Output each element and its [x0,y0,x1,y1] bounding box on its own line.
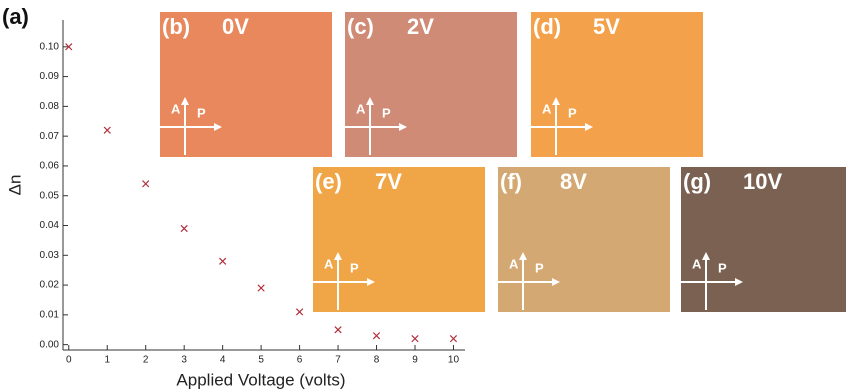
inset-voltage: 8V [560,169,587,194]
point [295,308,304,316]
x-tick-label: 4 [220,355,226,366]
inset-voltage: 10V [743,169,782,194]
inset-label: (g) [683,169,711,194]
polarizer-label: P [197,105,206,120]
y-tick-label: 0.06 [40,161,60,172]
polarizer-head [552,278,560,286]
polarizer-label: P [718,260,727,275]
x-tick-label: 3 [181,355,187,366]
polarizer-label: P [535,260,544,275]
polarizer-head [399,123,407,131]
point [103,126,111,134]
polarizer-label: P [382,105,391,120]
point [411,335,419,343]
y-tick-label: 0.08 [40,101,60,112]
point [65,43,73,51]
analyzer-head [519,252,527,260]
polarizer-head [735,278,743,286]
inset-label: (f) [500,169,522,194]
analyzer-head [552,97,560,105]
x-tick-label: 1 [104,355,110,366]
y-tick-label: 0.01 [40,309,60,320]
x-tick-label: 5 [258,355,264,366]
point [257,284,265,292]
analyzer-label: A [171,101,181,116]
polarizer-head [214,123,222,131]
panel-label: (a) [2,4,29,29]
point [142,180,150,188]
inset-image [498,167,670,312]
polarizer-label: P [568,105,577,120]
x-axis-title: Applied Voltage (volts) [176,370,345,389]
y-tick-label: 0.07 [40,131,60,142]
point [180,224,188,233]
inset-label: (d) [533,14,561,39]
inset-label: (c) [347,14,374,39]
point [334,326,342,334]
y-tick-label: 0.03 [40,250,60,261]
x-tick-label: 7 [335,355,341,366]
polarizer-label: P [350,260,359,275]
y-tick-label: 0.05 [40,190,60,201]
inset-voltage: 0V [222,14,249,39]
analyzer-head [181,97,189,105]
y-axis-title: Δn [5,175,24,196]
inset-image [345,12,517,157]
x-tick-label: 6 [297,355,303,366]
analyzer-label: A [324,256,334,271]
polarizer-head [367,278,375,286]
inset-voltage: 5V [593,14,620,39]
analyzer-head [366,97,374,105]
x-tick-label: 2 [143,355,149,366]
x-tick-label: 10 [448,355,460,366]
y-tick-label: 0.04 [40,220,60,231]
x-tick-label: 0 [66,355,72,366]
point [372,332,381,340]
analyzer-label: A [509,256,519,271]
inset-voltage: 2V [407,14,434,39]
inset-image [313,167,485,312]
analyzer-label: A [356,101,366,116]
y-tick-label: 0.02 [40,280,60,291]
analyzer-label: A [692,256,702,271]
polarizer-head [585,123,593,131]
point [449,335,458,343]
inset-label: (e) [315,169,342,194]
y-tick-label: 0.00 [40,339,60,350]
inset-image [160,12,332,157]
inset-label: (b) [162,14,190,39]
y-tick-label: 0.09 [40,71,60,82]
x-tick-label: 8 [374,355,380,366]
y-tick-label: 0.10 [40,41,60,52]
point [219,257,227,265]
analyzer-label: A [542,101,552,116]
analyzer-head [702,252,710,260]
inset-voltage: 7V [375,169,402,194]
analyzer-head [334,252,342,260]
inset-image [681,167,846,312]
inset-image [531,12,703,157]
x-tick-label: 9 [412,355,418,366]
